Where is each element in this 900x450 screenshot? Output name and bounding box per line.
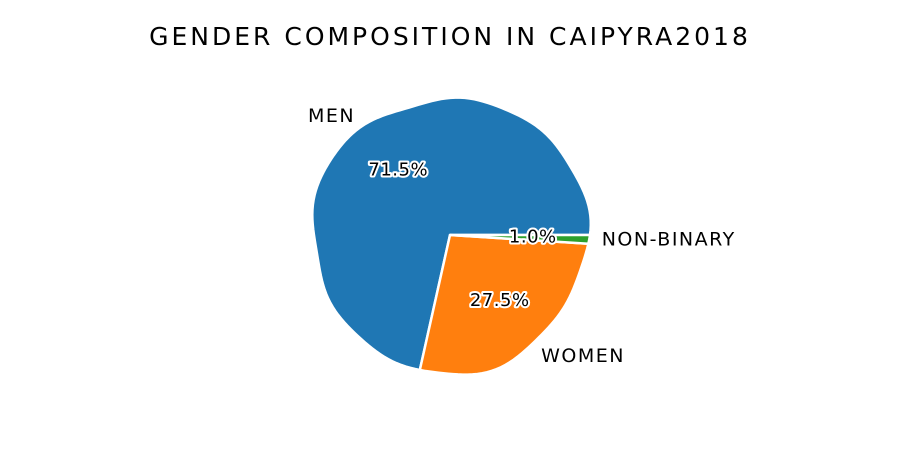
pct-label-women: 27.5% <box>470 290 530 311</box>
pie-slices <box>311 96 593 376</box>
pct-label-non-binary: 1.0% <box>509 227 557 248</box>
pie-slice-non-binary <box>448 233 592 245</box>
pie-labels: Men 71.5% Women 27.5% Non-binary 1.0% <box>308 105 736 367</box>
pie-slice-women <box>418 233 590 376</box>
slice-label-men: Men <box>308 105 355 127</box>
slice-label-women: Women <box>541 345 625 367</box>
slice-label-non-binary: Non-binary <box>602 228 736 250</box>
pct-label-men: 71.5% <box>368 159 428 180</box>
chart-title: Gender composition in Caipyra2018 <box>149 22 751 51</box>
